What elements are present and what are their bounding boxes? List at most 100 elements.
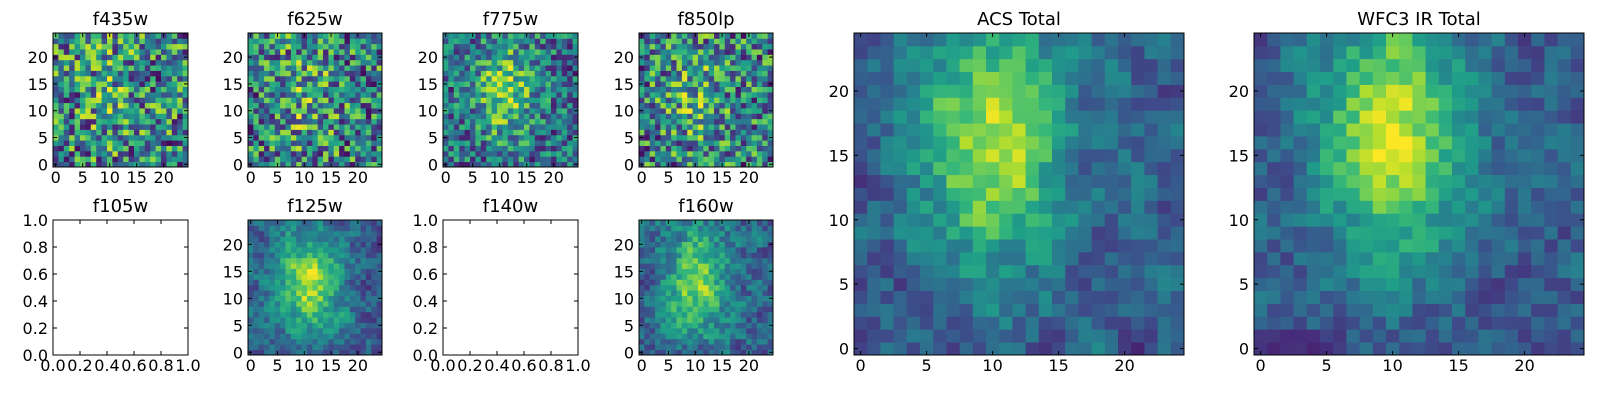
heatmap-cell (644, 156, 651, 163)
heatmap-cell (117, 118, 124, 125)
heatmap-cell (290, 134, 297, 141)
heatmap-cell (306, 118, 313, 125)
heatmap-cell (58, 65, 65, 71)
heatmap-cell (1038, 200, 1053, 214)
heatmap-cell (177, 65, 183, 71)
heatmap-cell (567, 150, 573, 157)
heatmap-cell (639, 156, 645, 163)
heatmap-cell (69, 108, 75, 114)
heatmap-cell (349, 268, 356, 275)
heatmap-cell (986, 97, 1000, 111)
heatmap-cell (323, 225, 329, 232)
heatmap-cell (301, 241, 308, 248)
heatmap-cell (58, 59, 65, 66)
heatmap-cell (253, 81, 260, 87)
heatmap-cell (166, 102, 173, 109)
heatmap-cell (708, 102, 715, 109)
heatmap-cell (529, 145, 536, 152)
heatmap-cell (443, 129, 449, 136)
heatmap-cell (719, 295, 726, 302)
heatmap-cell (906, 290, 921, 304)
heatmap-cell (724, 134, 731, 141)
heatmap-cell (746, 65, 752, 71)
x-tick-label: 0.4 (94, 356, 119, 375)
y-tick-label: 20 (223, 235, 243, 254)
heatmap-cell (274, 81, 281, 87)
heatmap-cell (767, 220, 774, 226)
heatmap-cell (360, 306, 367, 313)
heatmap-cell (376, 220, 383, 226)
heatmap-cell (1065, 277, 1079, 291)
heatmap-cell (714, 263, 720, 269)
heatmap-cell (540, 75, 546, 82)
heatmap-cell (639, 65, 645, 71)
heatmap-cell (561, 49, 568, 55)
heatmap-cell (703, 333, 710, 340)
heatmap-cell (323, 43, 329, 50)
heatmap-cell (730, 236, 736, 242)
heatmap-cell (371, 333, 378, 340)
heatmap-cell (572, 65, 579, 71)
heatmap-cell (1157, 174, 1172, 188)
heatmap-cell (518, 161, 525, 168)
heatmap-cell (518, 134, 525, 141)
heatmap-cell (491, 108, 498, 114)
heatmap-cell (443, 43, 449, 50)
heatmap-cell (150, 54, 156, 61)
heatmap-cell (660, 33, 667, 39)
heatmap-cell (376, 150, 383, 157)
heatmap-cell (480, 140, 487, 146)
heatmap-cell (1157, 71, 1172, 85)
heatmap-cell (1025, 33, 1040, 47)
heatmap-cell (687, 284, 693, 291)
heatmap-cell (1320, 239, 1334, 253)
heatmap-cell (767, 43, 774, 50)
heatmap-cell (339, 241, 345, 248)
heatmap-cell (687, 274, 693, 280)
heatmap-cell (567, 140, 573, 146)
heatmap-cell (740, 124, 747, 130)
heatmap-cell (1293, 213, 1308, 227)
heatmap-cell (349, 54, 356, 61)
heatmap-cell (567, 43, 573, 50)
heatmap-cell (274, 252, 281, 259)
x-tick-label: 5 (78, 168, 88, 187)
heatmap-cell (1065, 71, 1079, 85)
heatmap-cell (1012, 84, 1026, 98)
heatmap-cell (344, 344, 351, 350)
heatmap-cell (312, 75, 319, 82)
x-tick-label: 5 (468, 168, 478, 187)
heatmap-cell (735, 156, 742, 163)
heatmap-cell (545, 161, 552, 168)
heatmap-cell (328, 344, 335, 350)
heatmap-cell (376, 328, 383, 334)
heatmap-cell (556, 38, 563, 45)
heatmap-cell (360, 108, 367, 114)
heatmap-cell (349, 274, 356, 280)
heatmap-cell (644, 220, 651, 226)
heatmap-cell (660, 349, 667, 356)
heatmap-cell (328, 113, 335, 120)
y-tick-label: 20 (418, 48, 438, 67)
heatmap-cell (746, 268, 752, 275)
heatmap-cell (280, 81, 286, 87)
heatmap-cell (561, 129, 568, 136)
heatmap-cell (333, 268, 340, 275)
heatmap-cell (491, 49, 498, 55)
heatmap-cell (470, 43, 476, 50)
heatmap-cell (644, 230, 651, 237)
heatmap-cell (1412, 187, 1426, 201)
heatmap-cell (1144, 277, 1158, 291)
heatmap-cell (312, 311, 319, 318)
y-tick-label: 15 (418, 75, 438, 94)
heatmap-cell (328, 225, 335, 232)
heatmap-cell (339, 274, 345, 280)
heatmap-cell (1359, 264, 1374, 279)
heatmap-cell (296, 317, 302, 323)
heatmap-cell (649, 268, 656, 275)
heatmap-cell (453, 118, 460, 125)
heatmap-cell (63, 134, 70, 141)
heatmap-cell (1504, 342, 1519, 356)
